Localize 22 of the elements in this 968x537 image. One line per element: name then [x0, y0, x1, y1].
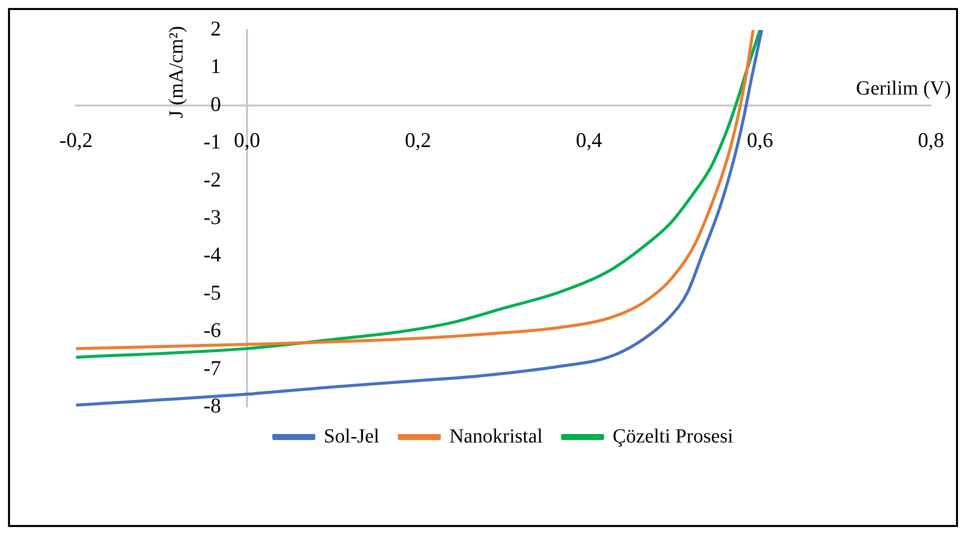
legend-label: Çözelti Prosesi [612, 425, 734, 448]
x-tick-label: 0,6 [746, 128, 774, 152]
x-axis-title: Gerilim (V) [856, 78, 951, 100]
y-tick-label: -1 [204, 130, 221, 154]
y-tick-label: -2 [204, 167, 221, 192]
y-tick-label: -3 [204, 205, 221, 230]
x-tick-label: -0,2 [59, 128, 93, 152]
y-tick-label: -4 [204, 242, 222, 267]
x-tick-label: 0,2 [404, 128, 432, 152]
y-tick-label: 1 [210, 54, 221, 78]
y-tick-label: 2 [210, 16, 221, 41]
y-tick-label: -6 [204, 318, 221, 342]
y-axis-title: J (mA/cm²) [165, 26, 188, 118]
y-tick-label: -7 [204, 356, 221, 380]
x-tick-label: 0,0 [234, 128, 260, 152]
y-tick-label: -8 [204, 394, 221, 418]
y-tick-label: 0 [210, 92, 221, 116]
x-tick-label: 0,8 [918, 128, 944, 152]
legend-label: Sol-Jel [324, 425, 380, 448]
legend-label: Nanokristal [449, 425, 544, 448]
x-tick-label: 0,4 [576, 128, 603, 152]
y-tick-label: -5 [204, 280, 221, 304]
